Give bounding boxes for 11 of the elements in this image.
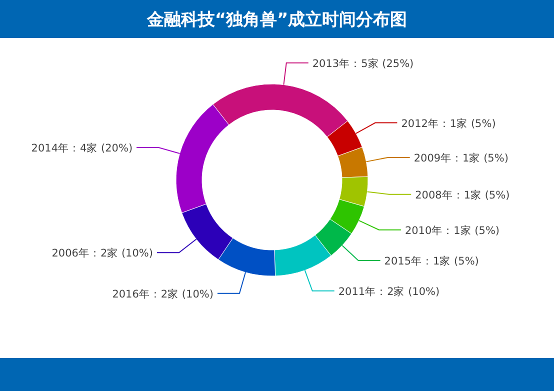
slice-label: 2011年：2家 (10%): [338, 284, 440, 298]
slice-label: 2013年：5家 (25%): [312, 56, 414, 70]
chart-title: 金融科技“独角兽”成立时间分布图: [146, 10, 408, 30]
slice-label: 2009年：1家 (5%): [414, 151, 508, 164]
slice-label: 2016年：2家 (10%): [112, 287, 214, 300]
slice-label: 2006年：2家 (10%): [52, 246, 154, 260]
slice-label: 2014年：4家 (20%): [31, 141, 133, 154]
slice-label: 2008年：1家 (5%): [415, 188, 510, 202]
slice-label: 2012年：1家 (5%): [401, 116, 496, 130]
slice-label: 2015年：1家 (5%): [384, 254, 479, 268]
slice-label: 2010年：1家 (5%): [404, 224, 500, 237]
